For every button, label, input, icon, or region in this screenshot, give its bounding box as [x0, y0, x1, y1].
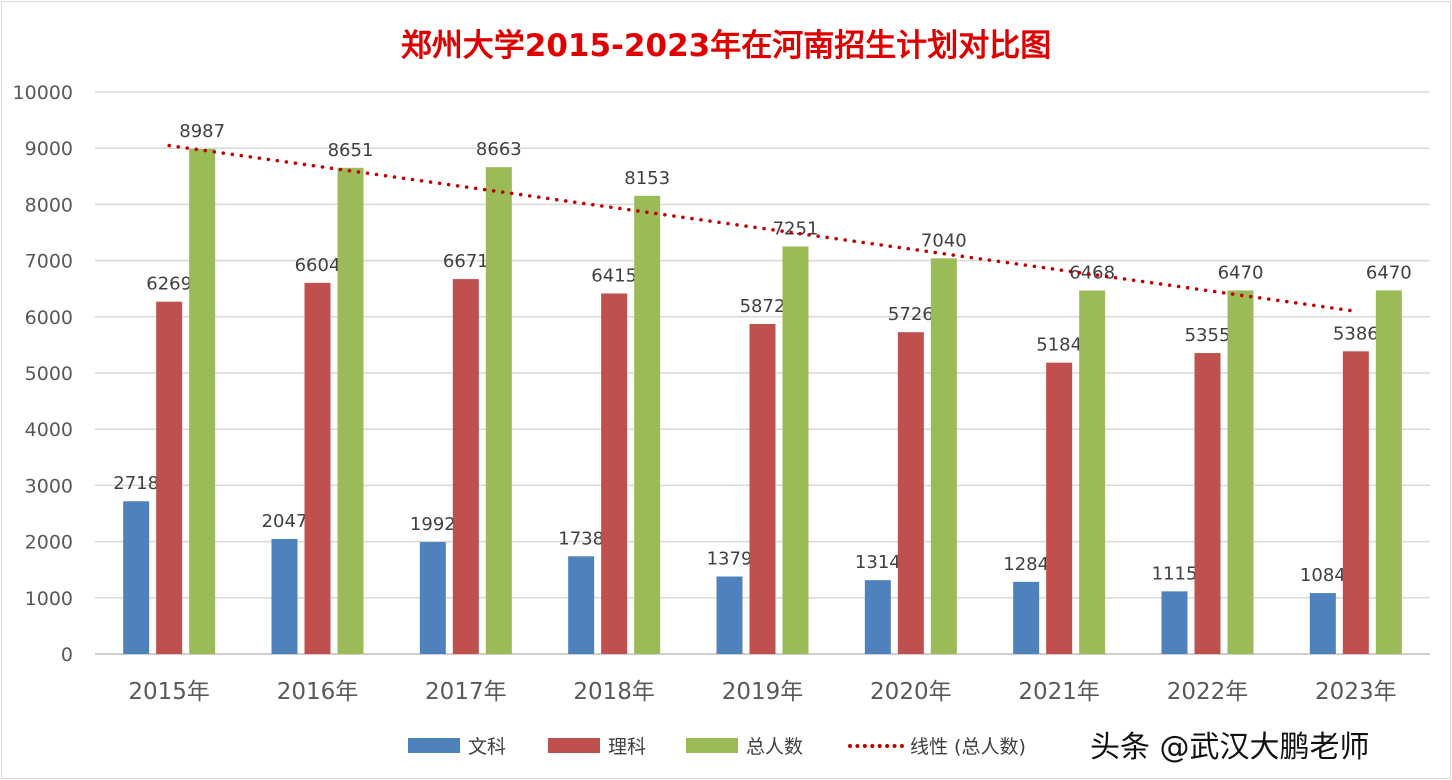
- y-tick-label: 7000: [25, 251, 73, 273]
- data-label: 2718: [113, 473, 159, 494]
- data-label: 1084: [1300, 565, 1346, 586]
- bar-1: [749, 323, 776, 654]
- data-label: 5726: [888, 304, 934, 325]
- bar-2: [1079, 290, 1106, 654]
- bar-1: [1046, 362, 1073, 654]
- y-tick-label: 1000: [25, 588, 73, 610]
- data-label: 8153: [624, 168, 670, 189]
- data-label: 1284: [1003, 554, 1049, 575]
- bar-0: [1161, 591, 1188, 654]
- x-tick-label: 2020年: [870, 679, 952, 705]
- legend-item-wenke: 文科: [408, 732, 506, 759]
- data-label: 6604: [295, 255, 341, 276]
- legend-swatch: [408, 738, 460, 753]
- legend-swatch: [686, 738, 738, 753]
- bar-2: [1227, 290, 1254, 654]
- x-tick-label: 2015年: [128, 679, 210, 705]
- x-tick-label: 2021年: [1018, 679, 1100, 705]
- data-label: 6470: [1366, 262, 1412, 283]
- bar-0: [1013, 581, 1040, 654]
- legend-label: 总人数: [746, 736, 804, 758]
- y-tick-label: 10000: [13, 82, 73, 104]
- data-label: 1314: [855, 552, 901, 573]
- data-label: 1379: [707, 549, 753, 570]
- bar-0: [419, 542, 446, 654]
- data-label: 5184: [1036, 335, 1082, 356]
- bar-0: [1309, 593, 1336, 654]
- legend-label: 理科: [608, 736, 647, 758]
- bar-2: [1375, 290, 1402, 654]
- y-tick-label: 5000: [25, 363, 73, 385]
- watermark: 头条 @武汉大鹏老师: [1090, 730, 1370, 765]
- bar-2: [485, 167, 512, 654]
- bar-0: [716, 576, 743, 654]
- bar-1: [452, 279, 479, 654]
- x-tick-label: 2018年: [573, 679, 655, 705]
- trendline: [167, 143, 1358, 314]
- y-tick-label: 9000: [25, 138, 73, 160]
- bar-0: [271, 538, 298, 654]
- legend-label: 线性 (总人数): [910, 736, 1026, 758]
- data-label: 5386: [1333, 323, 1379, 344]
- bar-2: [634, 195, 661, 655]
- x-tick-label: 2019年: [722, 679, 804, 705]
- legend-item-like: 理科: [548, 732, 646, 759]
- bar-1: [1194, 353, 1221, 654]
- bar-1: [1342, 351, 1369, 654]
- bar-2: [337, 167, 364, 655]
- data-label: 8663: [476, 139, 522, 160]
- data-label: 1992: [410, 514, 456, 535]
- data-label: 6671: [443, 251, 489, 272]
- legend-swatch: [548, 738, 600, 753]
- x-tick-label: 2022年: [1167, 679, 1249, 705]
- bar-2: [930, 258, 957, 654]
- legend-item-trendline: 线性 (总人数): [848, 732, 1026, 759]
- y-tick-label: 3000: [25, 475, 73, 497]
- data-label: 1738: [558, 528, 604, 549]
- bar-2: [782, 246, 809, 654]
- bar-1: [601, 293, 628, 654]
- data-label: 6468: [1069, 262, 1115, 283]
- x-tick-label: 2023年: [1315, 679, 1397, 705]
- data-label: 6470: [1218, 262, 1264, 283]
- data-label: 6415: [591, 265, 637, 286]
- bar-1: [156, 301, 183, 654]
- bar-1: [897, 332, 924, 654]
- data-label: 6269: [146, 274, 192, 295]
- bar-0: [568, 556, 595, 654]
- x-tick-label: 2017年: [425, 679, 507, 705]
- legend-dotted-line: [848, 743, 904, 748]
- data-label: 1115: [1152, 563, 1198, 584]
- data-label: 7040: [921, 230, 967, 251]
- bar-0: [123, 501, 150, 654]
- data-label: 5872: [740, 296, 786, 317]
- legend-item-total: 总人数: [686, 732, 803, 759]
- data-label: 5355: [1185, 325, 1231, 346]
- data-label: 2047: [262, 511, 308, 532]
- chart-title: 郑州大学2015-2023年在河南招生计划对比图: [400, 28, 1052, 64]
- bar-0: [864, 580, 891, 654]
- y-tick-label: 6000: [25, 307, 73, 329]
- y-tick-label: 8000: [25, 194, 73, 216]
- bar-2: [189, 148, 216, 654]
- x-tick-label: 2016年: [277, 679, 359, 705]
- y-tick-label: 4000: [25, 419, 73, 441]
- bar-1: [304, 282, 331, 654]
- y-tick-label: 0: [61, 644, 73, 666]
- data-label: 7251: [773, 218, 819, 239]
- legend-label: 文科: [468, 736, 507, 758]
- data-label: 8987: [179, 121, 225, 142]
- y-tick-label: 2000: [25, 532, 73, 554]
- data-label: 8651: [328, 140, 374, 161]
